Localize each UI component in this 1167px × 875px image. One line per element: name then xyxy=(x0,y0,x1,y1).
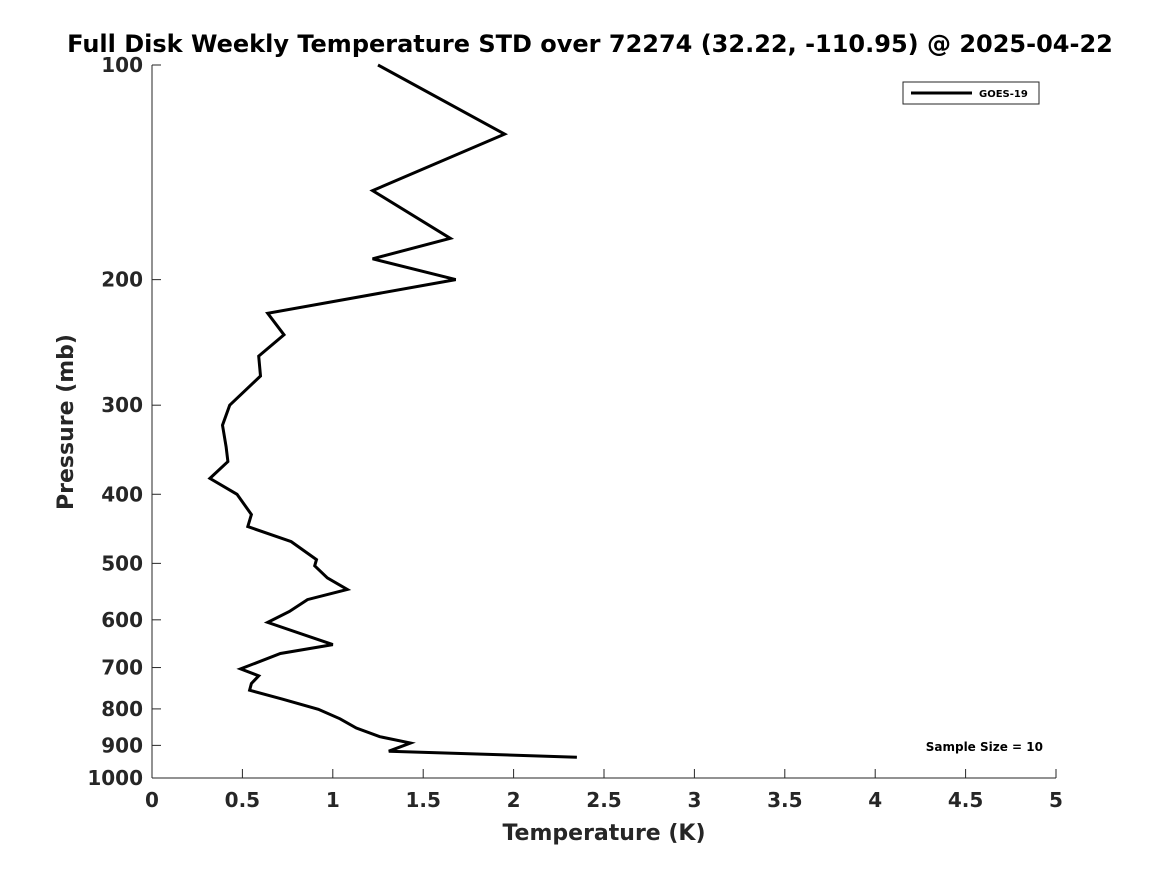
x-tick-label: 0.5 xyxy=(225,788,260,812)
y-tick-label: 700 xyxy=(101,656,143,680)
y-tick-label: 800 xyxy=(101,697,143,721)
x-tick-label: 4 xyxy=(868,788,882,812)
x-tick-label: 0 xyxy=(145,788,159,812)
x-tick-label: 3.5 xyxy=(767,788,802,812)
sample-size-annotation: Sample Size = 10 xyxy=(926,740,1043,754)
plot-area xyxy=(152,65,1056,778)
legend: GOES-19 xyxy=(902,81,1040,105)
y-tick-label: 1000 xyxy=(87,766,143,790)
y-tick-label: 100 xyxy=(101,53,143,77)
x-tick-label: 3 xyxy=(687,788,701,812)
x-tick-label: 5 xyxy=(1049,788,1063,812)
y-tick-label: 200 xyxy=(101,268,143,292)
y-tick-label: 400 xyxy=(101,482,143,506)
y-tick-label: 300 xyxy=(101,393,143,417)
legend-label-goes-19: GOES-19 xyxy=(979,89,1028,100)
x-tick-label: 1.5 xyxy=(405,788,440,812)
series-line-goes-19 xyxy=(207,63,577,759)
x-axis: 0 0.5 1 1.5 2 2.5 3 3.5 4 4.5 5 xyxy=(145,769,1063,812)
y-tick-label: 900 xyxy=(101,733,143,757)
y-axis: 100 200 300 400 500 600 700 800 900 1000 xyxy=(87,53,161,790)
x-tick-label: 1 xyxy=(326,788,340,812)
x-tick-label: 4.5 xyxy=(948,788,983,812)
x-tick-label: 2 xyxy=(507,788,521,812)
y-tick-label: 500 xyxy=(101,551,143,575)
series-layer xyxy=(207,63,577,759)
x-axis-label: Temperature (K) xyxy=(502,821,705,846)
y-axis-label: Pressure (mb) xyxy=(54,334,79,510)
chart-title: Full Disk Weekly Temperature STD over 72… xyxy=(67,30,1113,58)
y-tick-label: 600 xyxy=(101,608,143,632)
x-tick-label: 2.5 xyxy=(586,788,621,812)
